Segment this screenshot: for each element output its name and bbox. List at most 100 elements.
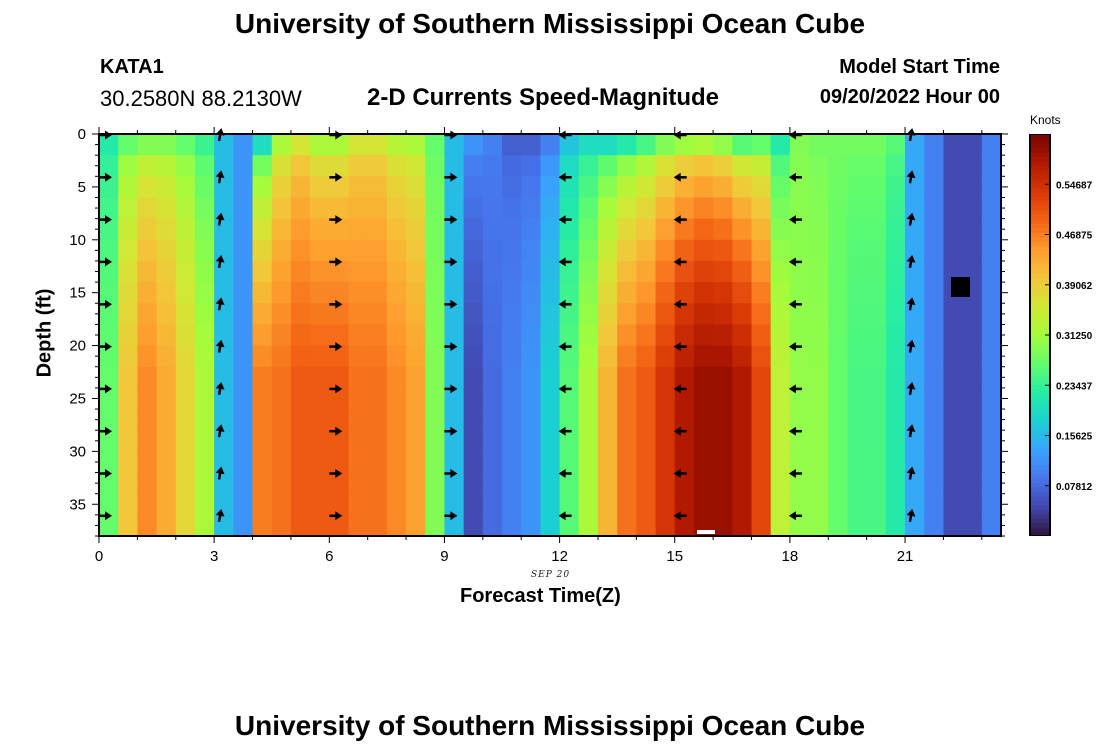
heatmap-cell <box>885 260 906 283</box>
heatmap-cell <box>118 345 138 368</box>
heatmap-cell <box>386 366 407 389</box>
heatmap-cell <box>290 239 311 262</box>
heatmap-cell <box>732 176 753 199</box>
current-arrow <box>329 172 343 182</box>
heatmap-cell <box>233 239 254 262</box>
heatmap-cell <box>348 155 369 177</box>
heatmap-cell <box>962 218 983 241</box>
heatmap-cell <box>233 472 254 495</box>
heatmap-cell <box>674 197 695 220</box>
heatmap-cell <box>252 472 273 495</box>
colorbar-segment <box>1030 263 1050 269</box>
heatmap-cell <box>597 387 618 410</box>
heatmap-cell <box>655 430 676 452</box>
heatmap-cell <box>885 282 906 304</box>
colorbar-segment <box>1030 268 1050 274</box>
heatmap-cell <box>175 409 196 431</box>
heatmap-cell <box>636 387 657 410</box>
heatmap-cell <box>866 387 887 410</box>
heatmap-cell <box>214 345 234 368</box>
heatmap-cell <box>809 514 829 537</box>
heatmap-cell <box>386 514 407 537</box>
heatmap-cell <box>310 303 330 326</box>
heatmap-cell <box>559 197 580 220</box>
colorbar-tick-label: 0.07812 <box>1056 482 1093 493</box>
colorbar-segment <box>1030 196 1050 202</box>
heatmap-cell <box>290 472 311 495</box>
heatmap-cell <box>271 303 292 326</box>
heatmap-cell <box>444 260 465 283</box>
heatmap-cell <box>502 324 522 347</box>
y-tick-label: 10 <box>69 232 86 249</box>
heatmap-cell <box>713 260 733 283</box>
heatmap-cell <box>617 409 637 431</box>
current-arrow <box>329 384 343 394</box>
colorbar-segment <box>1030 174 1050 180</box>
heatmap-cell <box>348 387 369 410</box>
heatmap-cell <box>233 155 254 177</box>
colorbar-tick-label: 0.54687 <box>1056 180 1093 191</box>
heatmap-cell <box>156 493 177 516</box>
heatmap-cell <box>482 239 503 262</box>
heatmap-cell <box>137 155 158 177</box>
heatmap-cell <box>559 134 580 156</box>
heatmap-cell <box>597 366 618 389</box>
heatmap-cell <box>559 303 580 326</box>
heatmap-cell <box>828 218 849 241</box>
heatmap-cell <box>348 451 369 474</box>
heatmap-cell <box>425 282 446 304</box>
current-arrow <box>99 215 112 225</box>
heatmap-cell <box>502 197 522 220</box>
heatmap-cell <box>828 197 849 220</box>
heatmap-cell <box>329 451 350 474</box>
heatmap-cell <box>233 514 254 537</box>
heatmap-cell <box>597 218 618 241</box>
heatmap-cell <box>617 472 637 495</box>
current-arrow <box>788 172 802 182</box>
heatmap-cell <box>386 155 407 177</box>
colorbar-segment <box>1030 531 1050 536</box>
heatmap-cell <box>847 514 868 537</box>
heatmap-cell <box>674 218 695 241</box>
heatmap-cell <box>540 303 561 326</box>
heatmap-cell <box>233 176 254 199</box>
heatmap-cell <box>617 197 637 220</box>
heatmap-cell <box>118 239 138 262</box>
heatmap-cell <box>847 134 868 156</box>
heatmap-cell <box>521 239 541 262</box>
current-arrow <box>444 384 458 394</box>
heatmap-cell <box>463 197 484 220</box>
heatmap-cell <box>789 366 810 389</box>
heatmap-cell <box>367 514 388 537</box>
heatmap-cell <box>943 239 964 262</box>
heatmap-cell <box>809 409 829 431</box>
heatmap-cell <box>99 366 119 389</box>
heatmap-cell <box>329 155 350 177</box>
heatmap-cell <box>118 260 138 283</box>
heatmap-cell <box>502 303 522 326</box>
heatmap-cell <box>310 197 330 220</box>
colorbar-segment <box>1030 513 1050 519</box>
heatmap-cell <box>713 324 733 347</box>
heatmap-cell <box>713 409 733 431</box>
heatmap-cell <box>674 176 695 199</box>
heatmap-cell <box>137 493 158 516</box>
current-arrow <box>215 466 225 480</box>
colorbar-segment <box>1030 486 1050 492</box>
heatmap-cell <box>732 451 753 474</box>
heatmap-cell <box>444 197 465 220</box>
heatmap-cell <box>406 345 426 368</box>
heatmap-cell <box>693 451 714 474</box>
heatmap-cell <box>502 345 522 368</box>
heatmap-cell <box>578 324 599 347</box>
colorbar-segment <box>1030 321 1050 327</box>
heatmap-cell <box>406 472 426 495</box>
heatmap-cell <box>866 239 887 262</box>
heatmap-cell <box>597 176 618 199</box>
heatmap-cell <box>732 387 753 410</box>
current-arrow <box>99 257 112 267</box>
heatmap-cell <box>194 176 215 199</box>
heatmap-cell <box>194 430 215 452</box>
colorbar-segment <box>1030 214 1050 220</box>
heatmap-cell <box>866 260 887 283</box>
